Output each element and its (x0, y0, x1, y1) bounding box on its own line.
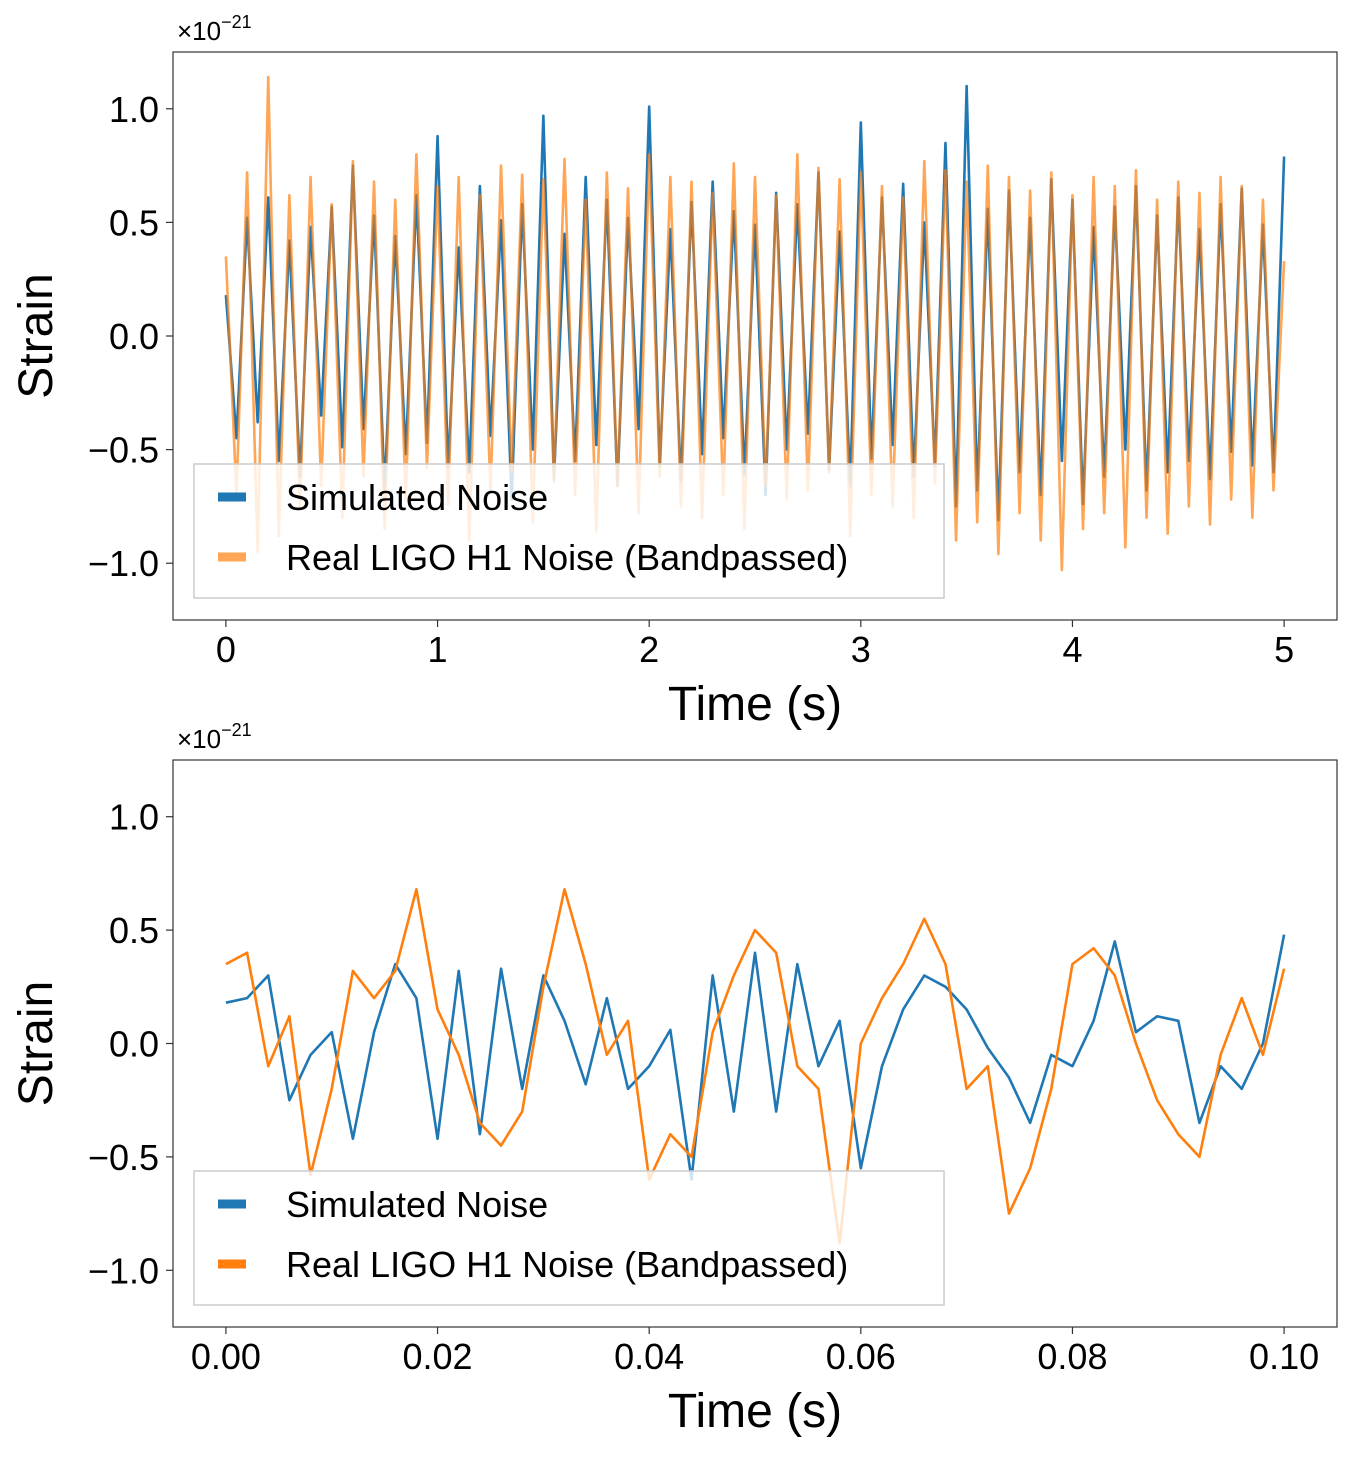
y-tick-label: 0.5 (109, 910, 159, 951)
legend-label: Simulated Noise (286, 1184, 548, 1225)
x-tick-label: 0.06 (826, 1336, 896, 1377)
x-tick-label: 0.02 (403, 1336, 473, 1377)
y-tick-label: 1.0 (109, 797, 159, 838)
y-tick-label: −0.5 (88, 430, 159, 471)
offset-exponent: −21 (221, 720, 252, 740)
x-tick-label: 0.10 (1249, 1336, 1319, 1377)
y-tick-label: −1.0 (88, 1250, 159, 1291)
offset-text: ×10−21 (177, 720, 252, 754)
subplot: 0 1 2 3 4 5 −1.0 −0.5 0.0 0.5 1.0 Time (s) Strain ×10… (10, 12, 1338, 731)
data-line (224, 75, 1286, 572)
legend-label: Real LIGO H1 Noise (Bandpassed) (286, 537, 848, 578)
subplot: 0.00 0.02 0.04 0.06 0.08 0.10 −1.0 −0.5 0.0 0.5 1.… (10, 720, 1338, 1438)
x-tick-label: 0.00 (191, 1336, 261, 1377)
x-tick-label: 3 (851, 629, 871, 670)
offset-exponent: −21 (221, 12, 252, 32)
x-axis-label: Time (s) (668, 1385, 842, 1438)
x-tick-label: 0 (216, 629, 236, 670)
y-tick-label: 1.0 (109, 89, 159, 130)
legend-label: Simulated Noise (286, 477, 548, 518)
data-line (225, 887, 1286, 1245)
y-tick-label: 0.0 (109, 1024, 159, 1065)
x-tick-label: 1 (428, 629, 448, 670)
offset-text: ×10−21 (177, 12, 252, 46)
x-tick-label: 0.08 (1037, 1336, 1107, 1377)
x-axis-label: Time (s) (668, 678, 842, 731)
offset-base: ×10 (177, 724, 221, 754)
legend-frame (193, 463, 945, 599)
y-tick-label: −0.5 (88, 1137, 159, 1178)
y-axis-label: Strain (10, 273, 63, 398)
data-line (225, 934, 1286, 1181)
y-tick-label: 0.0 (109, 316, 159, 357)
data-line (224, 84, 1286, 522)
legend-frame (193, 1170, 945, 1306)
y-tick-label: −1.0 (88, 543, 159, 584)
legend-label: Real LIGO H1 Noise (Bandpassed) (286, 1244, 848, 1285)
offset-base: ×10 (177, 16, 221, 46)
x-tick-label: 4 (1062, 629, 1082, 670)
y-tick-label: 0.5 (109, 202, 159, 243)
x-tick-label: 0.04 (614, 1336, 684, 1377)
x-tick-label: 5 (1274, 629, 1294, 670)
x-tick-label: 2 (639, 629, 659, 670)
y-axis-label: Strain (10, 981, 63, 1106)
